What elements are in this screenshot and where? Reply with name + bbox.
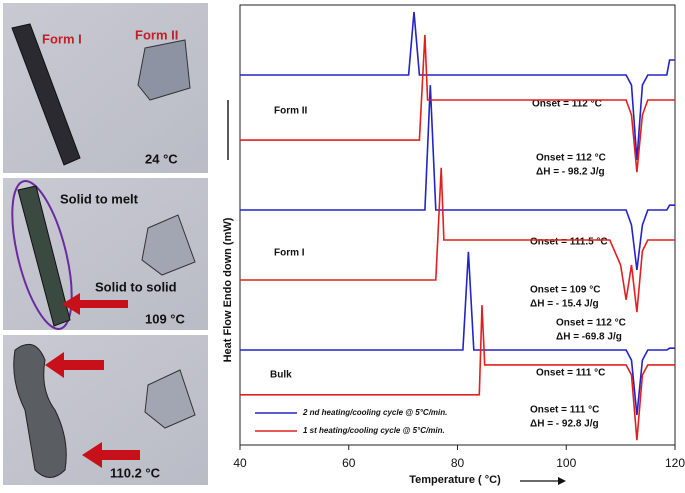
photo-label: Solid to solid xyxy=(95,279,177,294)
photo-label: Form II xyxy=(135,27,178,42)
annotation: Bulk xyxy=(270,370,292,381)
photo-label: Solid to melt xyxy=(60,191,139,206)
photo-label: Form I xyxy=(42,31,82,46)
legend-label: 1 st heating/cooling cycle @ 5°C/min. xyxy=(303,426,445,435)
photo-3: 110.2 °C xyxy=(3,335,208,485)
x-axis-label: Temperature ( °C) xyxy=(409,474,501,486)
annotation: Onset = 111.5 °C xyxy=(530,237,608,248)
photo-1: Form I Form II 24 °C xyxy=(3,3,208,173)
legend-label: 2 nd heating/cooling cycle @ 5°C/min. xyxy=(302,408,447,417)
x-tick-label: 80 xyxy=(451,456,465,470)
annotation: ΔH = -69.8 J/g xyxy=(556,332,622,343)
figure: Form I Form II 24 °C Solid to melt Solid… xyxy=(0,0,685,488)
annotation: Form I xyxy=(274,248,305,259)
x-tick-label: 60 xyxy=(342,456,356,470)
x-arrow xyxy=(520,477,566,485)
x-tick-label: 40 xyxy=(233,456,247,470)
annotation: Onset = 112 °C xyxy=(536,153,606,164)
annotation: ΔH = - 98.2 J/g xyxy=(536,167,605,178)
x-tick-label: 120 xyxy=(665,456,685,470)
page: Form I Form II 24 °C Solid to melt Solid… xyxy=(0,0,685,493)
photo-label: 110.2 °C xyxy=(110,465,161,480)
y-axis-label: Heat Flow Endo down (mW) xyxy=(222,217,234,362)
photo-2: Solid to melt Solid to solid 109 °C xyxy=(0,175,208,334)
annotation: Form II xyxy=(274,106,308,117)
annotation: Onset = 111 °C xyxy=(530,405,599,416)
annotation: Onset = 111 °C xyxy=(536,368,605,379)
x-tick-label: 100 xyxy=(556,456,576,470)
plot-frame xyxy=(240,5,675,445)
annotation: ΔH = - 15.4 J/g xyxy=(530,299,599,310)
photo-label: 109 °C xyxy=(145,311,186,326)
annotation: Onset = 112 °C xyxy=(556,318,626,329)
annotation: Onset = 109 °C xyxy=(530,285,600,296)
photo-label: 24 °C xyxy=(145,151,178,166)
annotation: ΔH = - 92.8 J/g xyxy=(530,419,599,430)
